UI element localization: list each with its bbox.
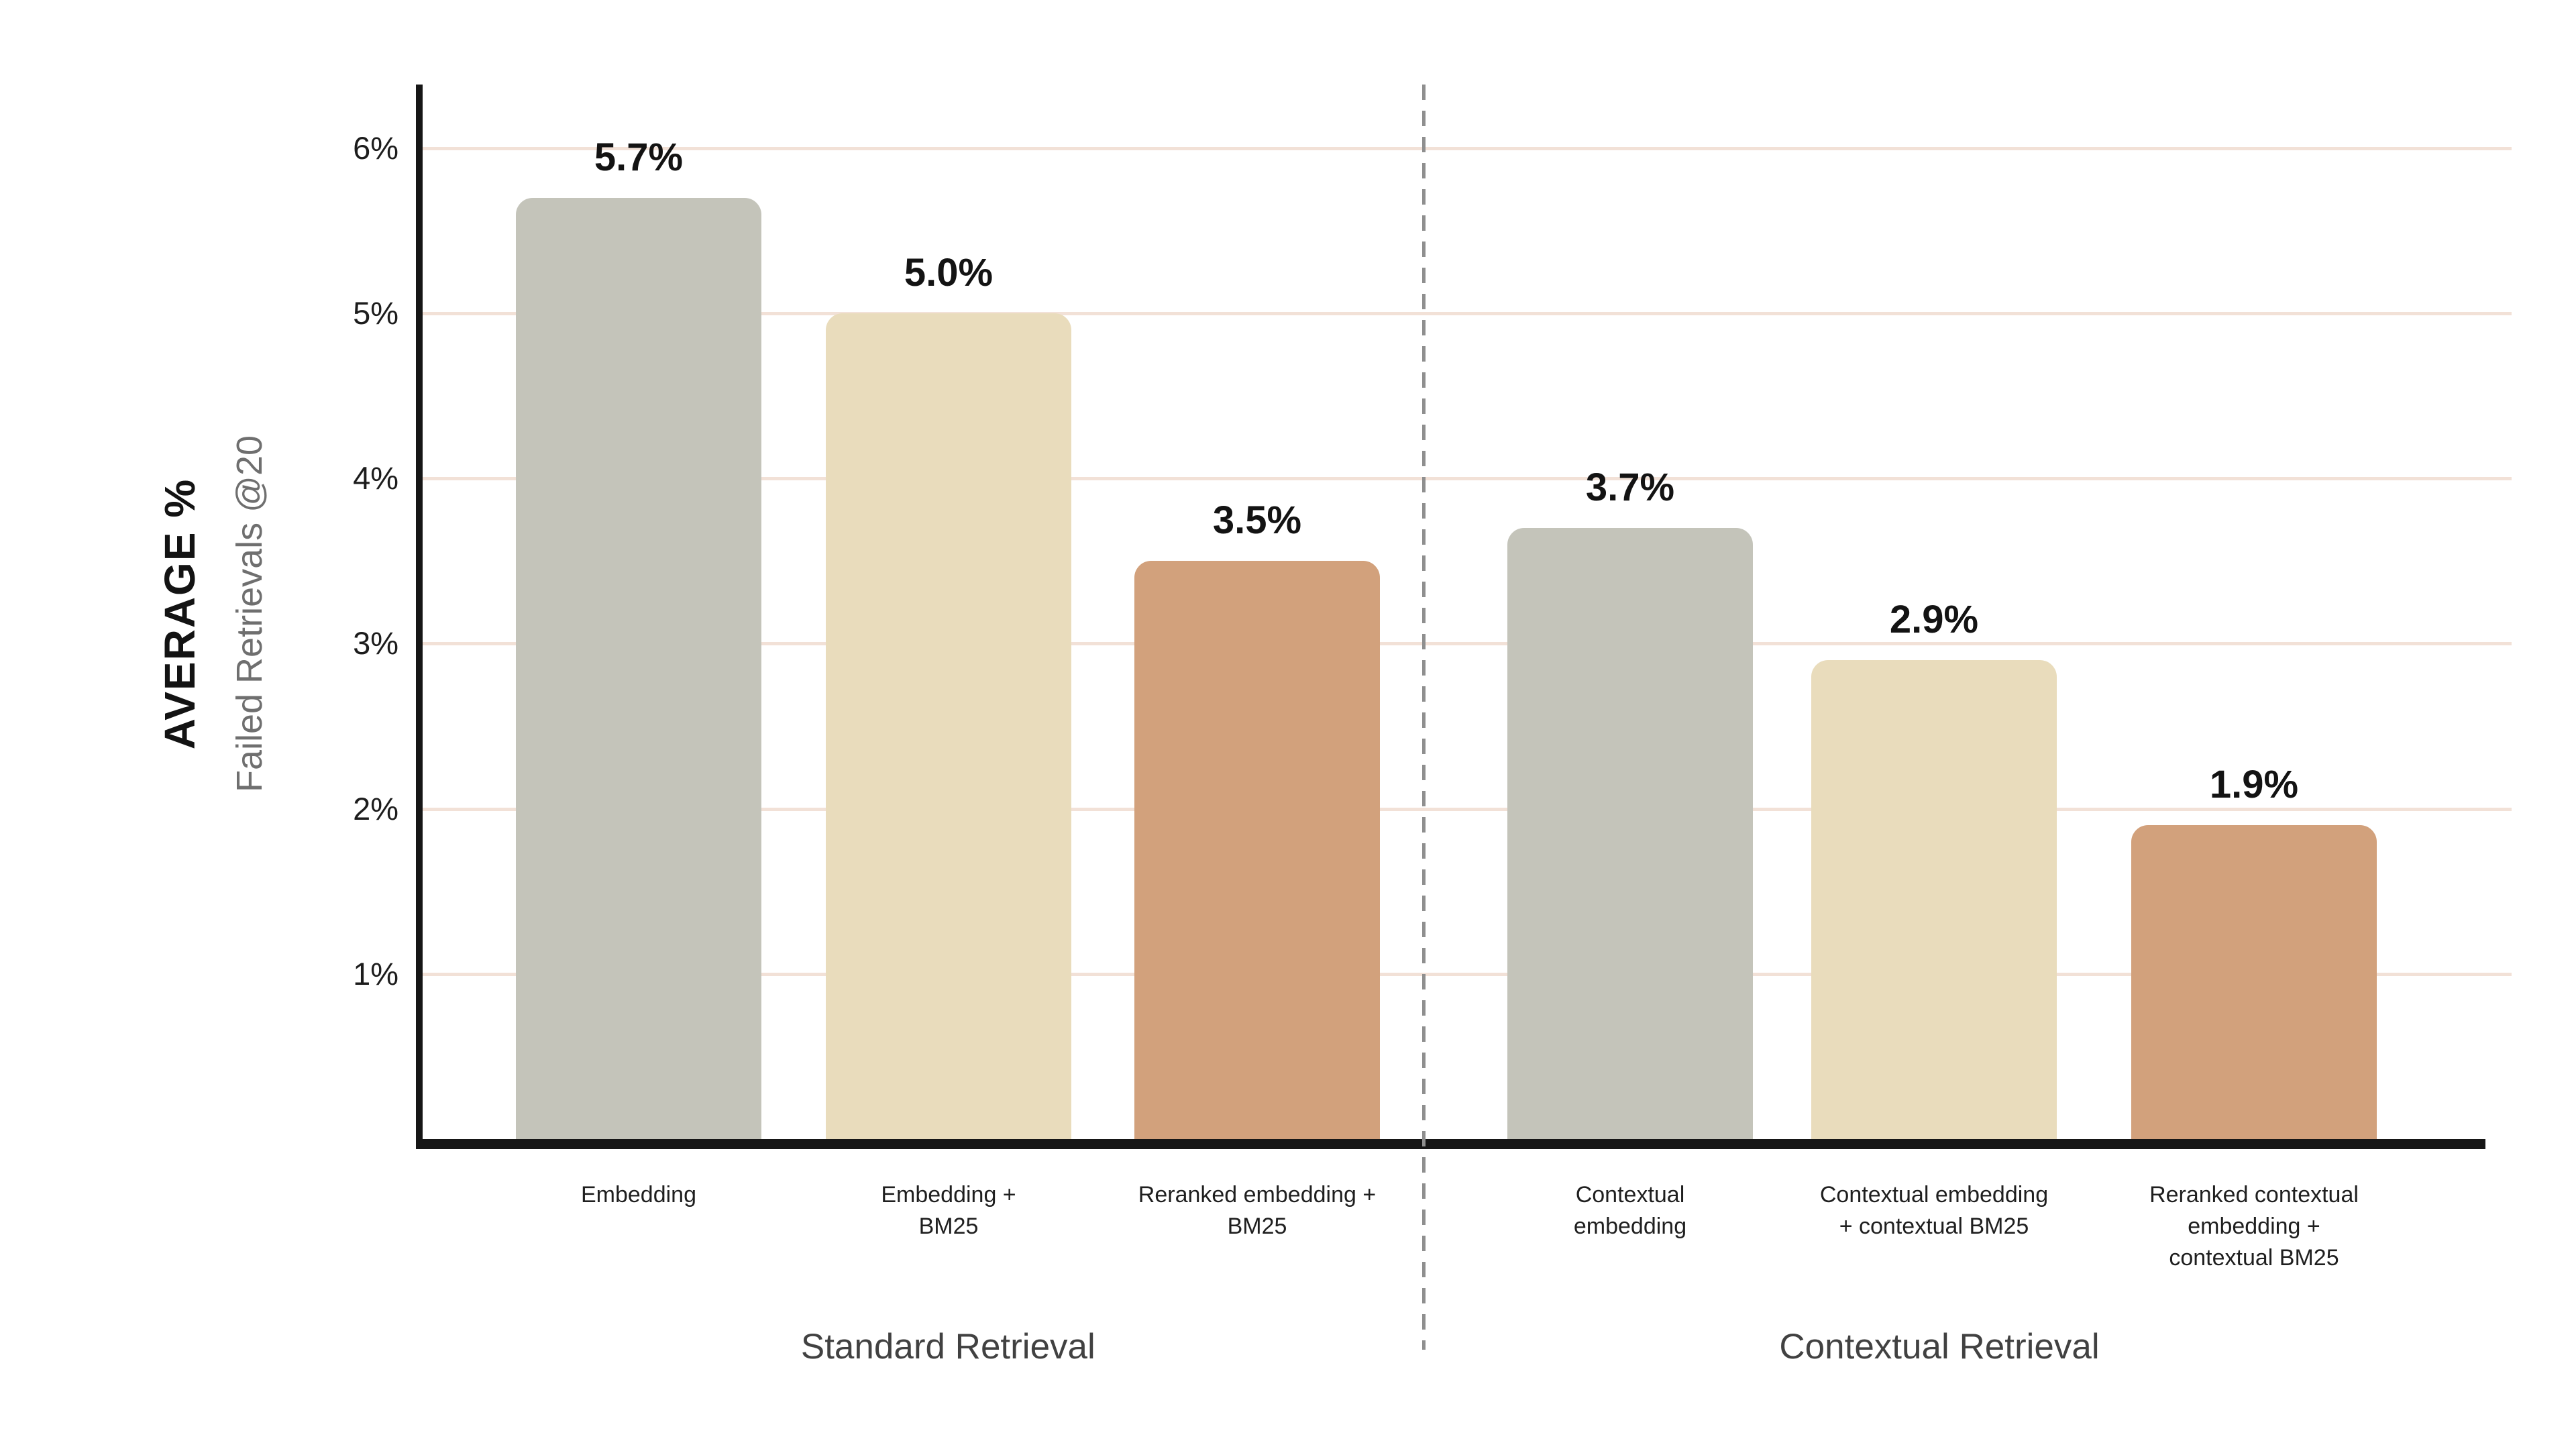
- x-category-label: Contextual embedding: [1469, 1179, 1791, 1242]
- x-category-label-line: embedding +: [2188, 1214, 2320, 1239]
- bar-value-label: 5.7%: [594, 135, 684, 179]
- group-divider-dashed-line: [1422, 85, 1426, 1350]
- x-axis-line: [416, 1139, 2485, 1149]
- bar-value-label: 5.0%: [904, 251, 994, 294]
- bar-contextual-embedding-contextual-bm25: [1811, 660, 2057, 1139]
- x-category-label-line: Embedding +: [881, 1182, 1016, 1208]
- x-category-label-line: BM25: [918, 1214, 979, 1239]
- x-category-label-line: Contextual embedding: [1819, 1182, 2049, 1208]
- x-category-label: Embedding + BM25: [788, 1179, 1110, 1242]
- x-category-label-line: BM25: [1227, 1214, 1287, 1239]
- gridline-6%: [422, 146, 2512, 150]
- x-category-label-line: Reranked embedding +: [1138, 1182, 1377, 1208]
- y-tick-label: 6%: [353, 129, 398, 166]
- group-label-standard: Standard Retrieval: [800, 1327, 1095, 1366]
- y-tick-label: 5%: [353, 295, 398, 331]
- bar-value-label: 2.9%: [1889, 598, 1979, 642]
- y-axis-title: AVERAGE %: [156, 478, 204, 750]
- bar-value-label: 1.9%: [2209, 763, 2299, 807]
- bar-embedding: [516, 197, 761, 1139]
- group-label-contextual: Contextual Retrieval: [1779, 1327, 2100, 1366]
- x-category-label-line: Contextual: [1575, 1182, 1685, 1208]
- x-category-label-line: + contextual BM25: [1839, 1214, 2029, 1239]
- gridline-4%: [422, 477, 2512, 481]
- y-tick-label: 2%: [353, 790, 398, 826]
- bar-value-label: 3.5%: [1212, 498, 1302, 543]
- bar-contextual-embedding: [1507, 528, 1753, 1139]
- x-category-label-line: Embedding: [580, 1182, 696, 1208]
- x-category-label-line: embedding: [1573, 1214, 1687, 1239]
- gridline-2%: [422, 807, 2512, 811]
- x-category-label-line: contextual BM25: [2169, 1245, 2339, 1271]
- y-tick-label: 4%: [353, 460, 398, 496]
- gridline-3%: [422, 642, 2512, 646]
- bar-reranked-contextual-embedding-contextual-bm25: [2131, 825, 2377, 1139]
- bar-reranked-embedding-bm25: [1134, 561, 1380, 1139]
- gridline-5%: [422, 312, 2512, 315]
- x-category-label: Reranked contextual embedding + contextual…: [2093, 1179, 2415, 1274]
- y-axis-subtitle: Failed Retrievals @20: [229, 435, 270, 793]
- y-tick-label: 3%: [353, 625, 398, 661]
- y-tick-label: 1%: [353, 955, 398, 991]
- x-category-label: Embedding: [478, 1179, 800, 1211]
- bar-value-label: 3.7%: [1585, 466, 1675, 510]
- gridline-1%: [422, 972, 2512, 976]
- x-category-label-line: Reranked contextual: [2149, 1182, 2359, 1208]
- y-axis-line: [416, 85, 423, 1149]
- x-category-label: Contextual embedding + contextual BM25: [1773, 1179, 2095, 1242]
- x-category-label: Reranked embedding + BM25: [1096, 1179, 1418, 1242]
- bar-embedding-bm25: [826, 313, 1071, 1139]
